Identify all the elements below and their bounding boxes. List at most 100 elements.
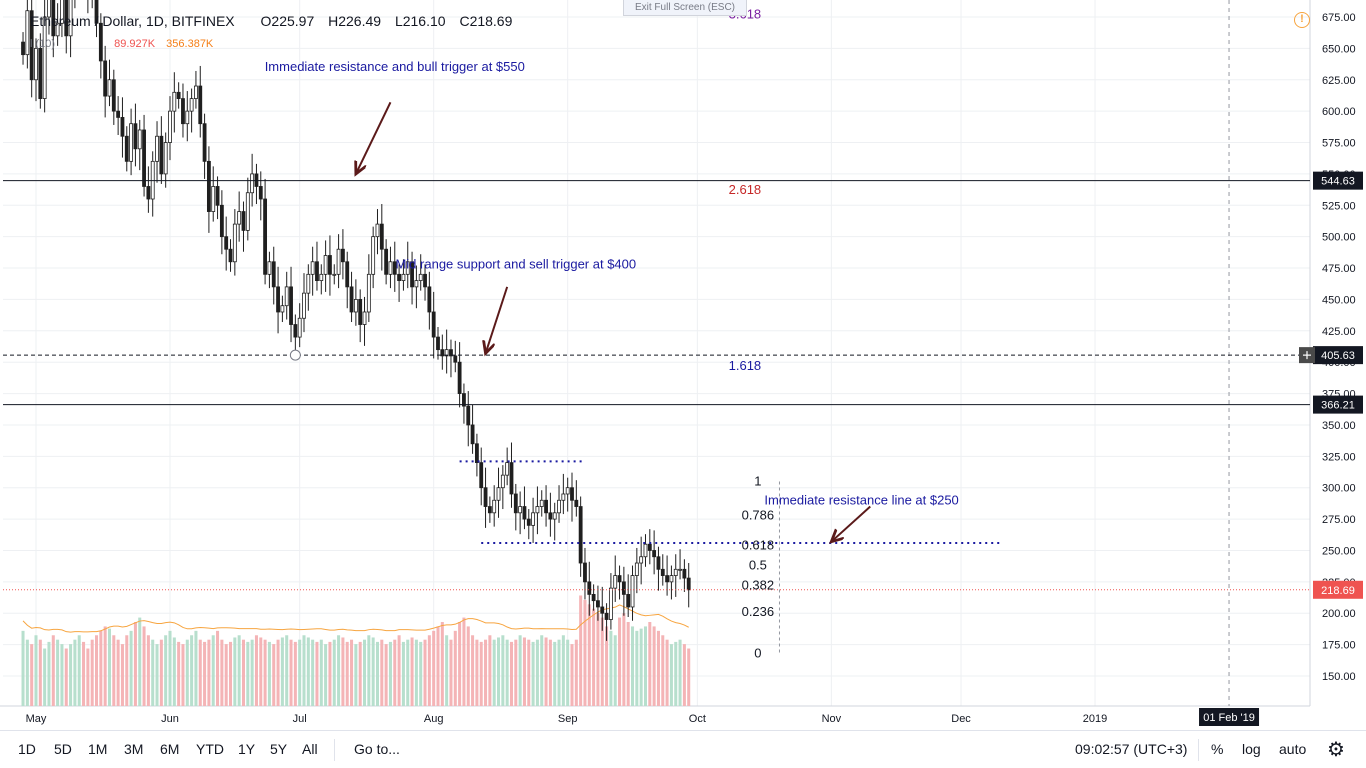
timeframe-6m[interactable]: 6M (160, 741, 180, 757)
volume-bar (246, 641, 250, 706)
volume-value: 89.927K (114, 38, 156, 50)
volume-bar (25, 639, 29, 706)
candle-body (626, 594, 631, 608)
volume-bar (466, 626, 470, 706)
volume-ma-value: 356.387K (166, 38, 214, 50)
candle-body (289, 286, 293, 325)
time-tick-label: Oct (689, 713, 706, 725)
volume-bar (224, 644, 228, 706)
timeframe-1m[interactable]: 1M (88, 741, 108, 757)
volume-bar (579, 595, 583, 706)
volume-bar (509, 641, 513, 706)
timeframe-ytd[interactable]: YTD (196, 741, 224, 757)
volume-bar (583, 599, 587, 706)
volume-bar (574, 639, 578, 706)
volume-bar (95, 635, 99, 706)
volume-bar (120, 644, 124, 706)
volume-bar (142, 626, 146, 706)
percent-toggle[interactable]: % (1211, 741, 1224, 757)
annotation-text: Immediate resistance and bull trigger at… (265, 59, 525, 74)
volume-bar (198, 639, 202, 706)
timeframe-1d[interactable]: 1D (18, 741, 36, 757)
volume-bar (60, 644, 64, 706)
clock-readout[interactable]: 09:02:57 (UTC+3) (1075, 741, 1188, 757)
volume-bar (622, 613, 626, 706)
candle-body (591, 594, 596, 602)
candle-body (526, 518, 531, 526)
candle-body (60, 0, 64, 24)
candle-body (51, 0, 56, 37)
time-tick-label: 2019 (1083, 713, 1107, 725)
candle-body (349, 286, 354, 313)
volume-bar (107, 628, 111, 706)
candle-body (366, 273, 371, 313)
candle-body (241, 211, 246, 231)
volume-bar (397, 635, 401, 706)
candle-body (509, 462, 514, 495)
candle-body (323, 255, 328, 275)
level-price-label: 366.21 (1321, 400, 1355, 412)
timeframe-5d[interactable]: 5D (54, 741, 72, 757)
volume-bar (514, 639, 518, 706)
candle-body (401, 273, 406, 282)
candle-body (596, 600, 600, 608)
volume-bar (168, 630, 172, 706)
volume-bar (159, 639, 163, 706)
candle-body (583, 562, 587, 583)
fib-level-label: 0.382 (742, 578, 775, 593)
fib-level-label: 1 (754, 473, 761, 488)
candle-body (345, 261, 350, 288)
log-toggle[interactable]: log (1242, 741, 1261, 757)
volume-bar (540, 635, 544, 706)
candle-body (29, 10, 34, 81)
timeframe-all[interactable]: All (302, 741, 318, 757)
volume-bar (531, 641, 535, 706)
volume-indicator-label[interactable]: l (10) (30, 38, 56, 50)
volume-bar (77, 635, 81, 706)
fib-level-label: 0.618 (742, 537, 775, 552)
annotation-arrow (486, 286, 509, 354)
symbol-title[interactable]: Ethereum / Dollar, 1D, BITFINEX (30, 13, 235, 29)
volume-bar (665, 639, 669, 706)
candle-body (587, 581, 592, 595)
candle-body (539, 499, 544, 507)
candle-body (250, 173, 255, 194)
candle-body (103, 60, 108, 97)
volume-bar (211, 635, 215, 706)
volume-bar (393, 639, 397, 706)
price-chart[interactable]: 150.00175.00200.00225.00250.00275.00300.… (0, 0, 1366, 730)
timeframe-3m[interactable]: 3M (124, 741, 144, 757)
volume-bar (557, 639, 561, 706)
candle-body (418, 273, 423, 282)
candle-body (483, 487, 488, 507)
timeframe-1y[interactable]: 1Y (238, 741, 256, 757)
volume-bar (497, 637, 501, 706)
level-price-tag (1313, 346, 1363, 365)
volume-bar (341, 637, 345, 706)
gear-icon[interactable]: ⚙ (1327, 739, 1345, 761)
exit-fullscreen-button[interactable]: Exit Full Screen (ESC) (623, 0, 747, 16)
volume-bar (289, 639, 293, 706)
candle-body (630, 575, 635, 608)
candle-body (38, 47, 43, 99)
candle-body (613, 575, 618, 589)
candle-body (198, 85, 203, 125)
volume-bar (229, 641, 233, 706)
candle-body (172, 91, 177, 112)
goto-button[interactable]: Go to... (354, 741, 400, 757)
low-value: L216.10 (394, 13, 446, 29)
candle-body (522, 506, 527, 520)
candle-body (496, 487, 501, 501)
annotation-arrow (831, 505, 871, 542)
volume-bar (544, 637, 548, 706)
candle-body (302, 292, 306, 319)
candle-body (544, 499, 548, 514)
volume-bar (401, 641, 405, 706)
candle-body (574, 499, 579, 507)
alert-clock-icon[interactable]: ! (1294, 12, 1310, 28)
timeframe-5y[interactable]: 5Y (270, 741, 288, 757)
volume-bar (237, 635, 241, 706)
volume-bar (220, 639, 224, 706)
auto-toggle[interactable]: auto (1279, 741, 1307, 757)
